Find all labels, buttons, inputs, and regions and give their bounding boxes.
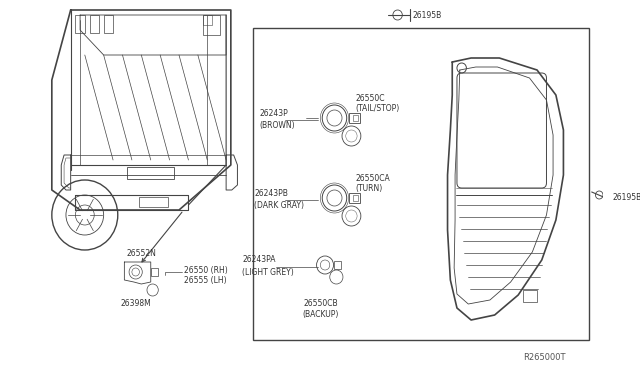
Text: 26550 (RH): 26550 (RH): [184, 266, 227, 275]
Bar: [90, 15, 99, 33]
Bar: [349, 193, 360, 203]
Text: (BROWN): (BROWN): [259, 121, 295, 129]
Bar: [151, 268, 158, 276]
Text: 26195B: 26195B: [413, 10, 442, 19]
Bar: [203, 15, 220, 35]
Text: 26195B: 26195B: [612, 192, 640, 202]
Text: 26555 (LH): 26555 (LH): [184, 276, 227, 285]
Text: (TURN): (TURN): [355, 183, 383, 192]
Text: 26550CA: 26550CA: [355, 173, 390, 183]
Bar: [76, 15, 84, 33]
Bar: [333, 261, 341, 269]
Text: 26550C: 26550C: [355, 93, 385, 103]
Bar: [353, 115, 358, 121]
Text: 26398M: 26398M: [120, 299, 151, 308]
Bar: [353, 195, 358, 201]
Bar: [523, 290, 537, 302]
Text: 26243P: 26243P: [259, 109, 288, 118]
Text: 26243PA: 26243PA: [242, 256, 276, 264]
Text: 26550CB: 26550CB: [303, 298, 338, 308]
Bar: [104, 15, 113, 33]
Text: (TAIL/STOP): (TAIL/STOP): [355, 103, 399, 112]
Text: 26243PB: 26243PB: [254, 189, 288, 198]
Bar: [253, 28, 589, 340]
Text: (BACKUP): (BACKUP): [302, 311, 339, 320]
Bar: [349, 113, 360, 123]
Text: 26552N: 26552N: [126, 250, 156, 259]
Bar: [140, 197, 168, 207]
Bar: [127, 167, 174, 179]
Text: (DARK GRAY): (DARK GRAY): [254, 201, 305, 209]
Text: R265000T: R265000T: [523, 353, 565, 362]
Bar: [203, 15, 212, 25]
Text: (LIGHT GREY): (LIGHT GREY): [242, 267, 294, 276]
